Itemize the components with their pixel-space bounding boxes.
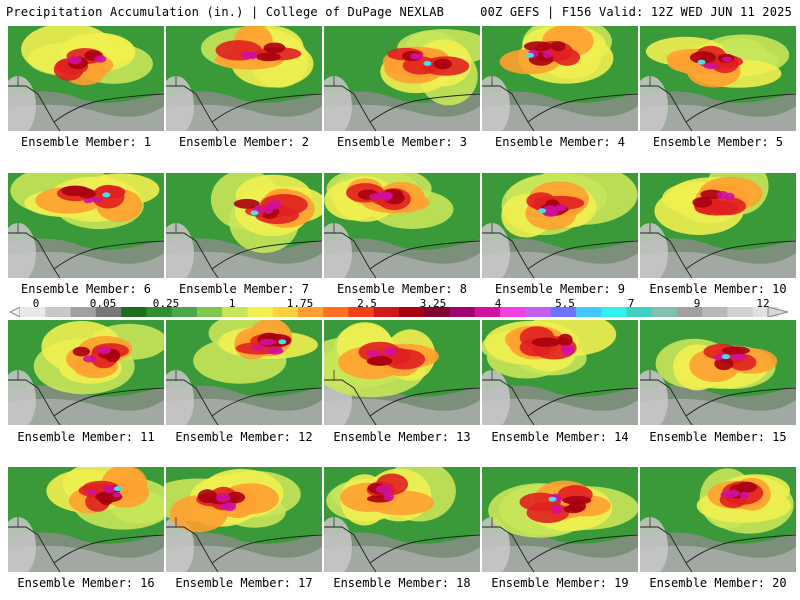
ensemble-member-label: Ensemble Member: 14	[481, 430, 639, 444]
ensemble-panel-map	[482, 26, 638, 131]
ensemble-panel-map	[324, 320, 480, 425]
colorbar-swatch	[247, 307, 273, 317]
colorbar-swatch	[197, 307, 223, 317]
ensemble-panel-map	[166, 26, 322, 131]
ensemble-member-label: Ensemble Member: 10	[639, 282, 797, 296]
colorbar-tick-label: 3.25	[420, 297, 447, 310]
colorbar-swatch	[45, 307, 71, 317]
ensemble-panel-map	[324, 467, 480, 572]
colorbar-swatch	[525, 307, 551, 317]
colorbar-tick-label: 9	[694, 297, 701, 310]
colorbar-min-arrow	[10, 307, 20, 317]
ensemble-panel-map	[482, 320, 638, 425]
ensemble-member-label: Ensemble Member: 15	[639, 430, 797, 444]
ensemble-member-label: Ensemble Member: 12	[165, 430, 323, 444]
colorbar-swatch	[500, 307, 526, 317]
ensemble-member-label: Ensemble Member: 16	[7, 576, 165, 590]
ensemble-member-label: Ensemble Member: 11	[7, 430, 165, 444]
chart-title: Precipitation Accumulation (in.) | Colle…	[6, 5, 444, 19]
ensemble-panel-map	[640, 320, 796, 425]
ensemble-panel-map	[324, 26, 480, 131]
ensemble-member-label: Ensemble Member: 4	[481, 135, 639, 149]
ensemble-member-label: Ensemble Member: 17	[165, 576, 323, 590]
colorbar-tick-label: 5.5	[555, 297, 575, 310]
ensemble-member-label: Ensemble Member: 8	[323, 282, 481, 296]
ensemble-panel-map	[8, 320, 164, 425]
colorbar-swatch	[323, 307, 349, 317]
ensemble-member-label: Ensemble Member: 6	[7, 282, 165, 296]
ensemble-panel-map	[8, 467, 164, 572]
ensemble-member-label: Ensemble Member: 19	[481, 576, 639, 590]
colorbar-tick-label: 1.75	[287, 297, 314, 310]
ensemble-member-label: Ensemble Member: 3	[323, 135, 481, 149]
ensemble-member-label: Ensemble Member: 18	[323, 576, 481, 590]
colorbar-swatch	[374, 307, 400, 317]
ensemble-member-label: Ensemble Member: 5	[639, 135, 797, 149]
ensemble-panel-map	[640, 26, 796, 131]
ensemble-panel-map	[482, 173, 638, 278]
ensemble-panel-map	[640, 467, 796, 572]
ensemble-member-label: Ensemble Member: 13	[323, 430, 481, 444]
colorbar-swatch	[702, 307, 728, 317]
ensemble-member-label: Ensemble Member: 7	[165, 282, 323, 296]
colorbar-tick-label: 2.5	[357, 297, 377, 310]
ensemble-member-label: Ensemble Member: 9	[481, 282, 639, 296]
color-scale-bar	[10, 307, 788, 317]
ensemble-member-label: Ensemble Member: 1	[7, 135, 165, 149]
colorbar-tick-label: 0.25	[153, 297, 180, 310]
ensemble-panel-map	[640, 173, 796, 278]
colorbar-swatch	[450, 307, 476, 317]
ensemble-panel-map	[8, 26, 164, 131]
colorbar-tick-label: 7	[628, 297, 635, 310]
colorbar-tick-label: 0.05	[90, 297, 117, 310]
colorbar-tick-label: 1	[229, 297, 236, 310]
ensemble-member-label: Ensemble Member: 20	[639, 576, 797, 590]
colorbar-swatch	[121, 307, 147, 317]
colorbar-swatch	[601, 307, 627, 317]
ensemble-panel-map	[166, 173, 322, 278]
colorbar-swatch	[652, 307, 678, 317]
ensemble-panel-map	[482, 467, 638, 572]
colorbar-tick-label: 4	[495, 297, 502, 310]
colorbar-swatch	[727, 307, 753, 317]
colorbar-tick-label: 12	[756, 297, 769, 310]
run-valid-time: 00Z GEFS | F156 Valid: 12Z WED JUN 11 20…	[480, 5, 792, 19]
ensemble-panel-map	[166, 467, 322, 572]
ensemble-panel-map	[166, 320, 322, 425]
colorbar-tick-label: 0	[33, 297, 40, 310]
ensemble-member-label: Ensemble Member: 2	[165, 135, 323, 149]
ensemble-panel-map	[8, 173, 164, 278]
colorbar-swatch	[576, 307, 602, 317]
ensemble-panel-map	[324, 173, 480, 278]
